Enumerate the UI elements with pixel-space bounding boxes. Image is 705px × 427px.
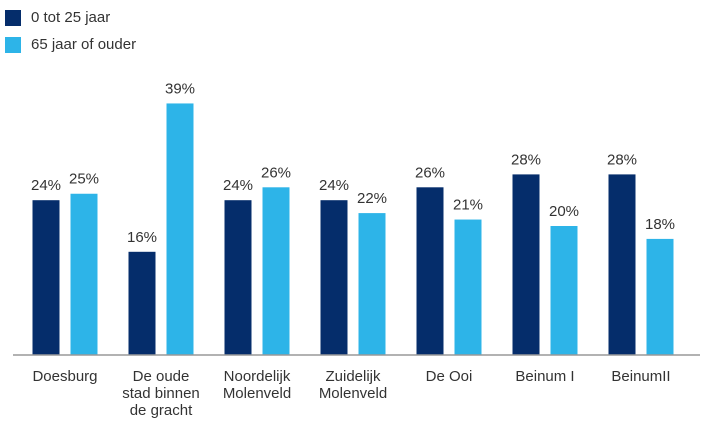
data-label: 22% [357,190,387,207]
data-label: 18% [645,216,675,233]
data-label: 25% [69,171,99,188]
data-label: 26% [415,164,445,181]
data-label: 21% [453,197,483,214]
data-label: 26% [261,164,291,181]
bar [262,187,290,355]
x-tick-label: Doesburg [32,368,98,385]
x-tick-label: De Ooi [425,368,473,385]
bar [512,174,540,355]
bar [646,238,674,355]
x-tick-label: BeinumII [611,368,671,385]
x-tick-label: Noordelijk Molenveld [222,368,292,402]
legend-swatch [5,10,21,26]
bar [166,103,194,355]
bar [608,174,636,355]
bar [224,200,252,355]
data-label: 24% [31,177,61,194]
bar [70,193,98,355]
x-tick-label: Beinum I [515,368,575,385]
bar [128,251,156,355]
legend-label: 65 jaar of ouder [31,36,136,53]
legend-swatch [5,37,21,53]
data-label: 24% [319,177,349,194]
bar [32,200,60,355]
bar [358,213,386,355]
legend-label: 0 tot 25 jaar [31,9,110,26]
bar [550,226,578,355]
bar [416,187,444,355]
data-label: 28% [511,151,541,168]
data-label: 39% [165,80,195,97]
data-label: 24% [223,177,253,194]
x-tick-label: Zuidelijk Molenveld [318,368,388,402]
data-label: 16% [127,229,157,246]
bar [454,219,482,355]
data-label: 20% [549,203,579,220]
bar [320,200,348,355]
data-label: 28% [607,151,637,168]
x-tick-label: De oude stad binnen de gracht [122,368,200,419]
